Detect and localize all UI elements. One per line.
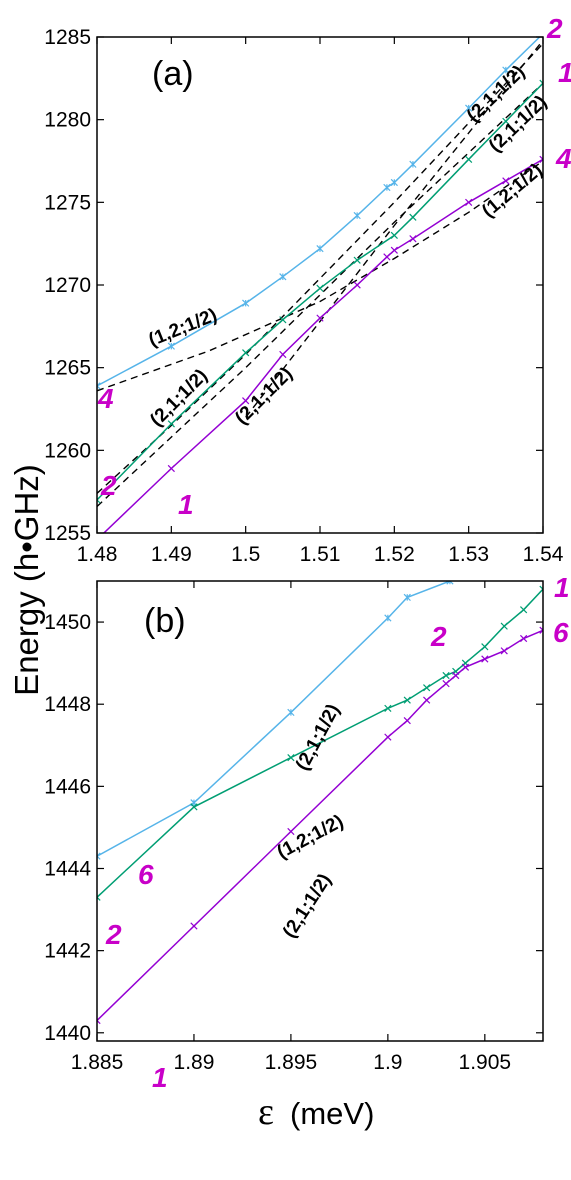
data-point-purple: [354, 282, 360, 288]
data-point-green: [288, 754, 294, 760]
x-tick-label: 1.885: [71, 1051, 124, 1074]
annotation-b-1: (2,1;1/2): [292, 701, 344, 774]
x-tick-label: 1.51: [300, 543, 341, 566]
y-axis-label: Energy (h•GHz): [8, 464, 45, 696]
data-point-purple: [443, 680, 449, 686]
panel-a-label: (a): [152, 55, 194, 93]
y-tick-label: 1280: [44, 109, 91, 132]
panel-b: 1.885 1.89 1.895 1.9 1.905 1440 1442 1444 1446 14…: [44, 572, 569, 1093]
data-point-purple: [280, 351, 286, 357]
x-tick-label: 1.5: [231, 543, 260, 566]
y-tick-label: 1444: [44, 858, 91, 881]
data-point-purple: [453, 672, 459, 678]
x-axis-label-unit: (meV): [290, 1096, 374, 1131]
data-point-green: [404, 697, 410, 703]
y-tick-label: 1255: [44, 522, 91, 545]
y-tick-label: 1440: [44, 1022, 91, 1045]
data-point-blue: [410, 161, 416, 167]
panel-b-label: (b): [144, 602, 186, 640]
data-point-green: [410, 214, 416, 220]
panel-a: 1.48 1.49 1.5 1.51 1.52 1.53 1.54 1255 1260 1265 1…: [44, 13, 571, 566]
annotation-a-5: (2,1;1/2): [146, 365, 212, 431]
x-tick-label: 1.895: [265, 1051, 318, 1074]
x-tick-label: 1.9: [373, 1051, 402, 1074]
data-point-blue: [354, 212, 360, 218]
data-point-blue: [280, 274, 286, 280]
data-point-green: [354, 257, 360, 263]
data-point-green: [317, 285, 323, 291]
state-label-b-left-1: 1: [152, 1062, 168, 1093]
y-tick-label: 1265: [44, 357, 91, 380]
dashed-curve-3: [97, 83, 543, 506]
state-label-b-right-1: 1: [554, 572, 570, 603]
data-point-blue: [384, 184, 390, 190]
data-point-blue: [242, 300, 248, 306]
state-label-a-left-4: 4: [97, 383, 114, 414]
state-label-b-top-2: 2: [430, 621, 447, 652]
data-point-blue: [404, 594, 410, 600]
data-point-purple: [520, 635, 526, 641]
x-tick-label: 1.49: [151, 543, 192, 566]
data-point-purple: [410, 236, 416, 242]
data-point-purple: [501, 648, 507, 654]
data-point-green: [385, 705, 391, 711]
data-point-purple: [482, 656, 488, 662]
data-point-green: [501, 623, 507, 629]
state-label-a-left-2: 2: [100, 470, 117, 501]
data-point-green: [443, 672, 449, 678]
data-point-purple: [191, 923, 197, 929]
x-tick-label: 1.52: [374, 543, 415, 566]
annotation-b-3: (2,1;1/2): [279, 870, 336, 942]
data-point-green: [423, 685, 429, 691]
data-point-purple: [465, 199, 471, 205]
data-point-blue: [391, 179, 397, 185]
data-point-purple: [391, 247, 397, 253]
state-label-b-left-2: 2: [105, 919, 122, 950]
state-label-b-left-6: 6: [138, 859, 154, 890]
x-tick-label: 1.48: [77, 543, 118, 566]
data-point-purple: [385, 734, 391, 740]
x-axis-label-symbol: ε: [258, 1091, 274, 1133]
y-tick-label: 1448: [44, 693, 91, 716]
annotation-a-4: (1,2;1/2): [146, 305, 220, 351]
data-point-blue: [540, 30, 546, 36]
data-point-blue: [317, 245, 323, 251]
data-point-blue: [385, 615, 391, 621]
data-point-purple: [168, 465, 174, 471]
panel-b-series: [94, 578, 546, 1024]
data-point-purple: [404, 717, 410, 723]
x-tick-label: 1.905: [459, 1051, 512, 1074]
y-tick-label: 1450: [44, 611, 91, 634]
y-tick-label: 1446: [44, 775, 91, 798]
data-point-purple: [94, 536, 100, 542]
y-tick-label: 1275: [44, 191, 91, 214]
state-label-b-right-6: 6: [553, 617, 569, 648]
state-label-a-left-1: 1: [178, 489, 194, 520]
x-tick-label: 1.89: [174, 1051, 215, 1074]
data-point-purple: [384, 254, 390, 260]
x-tick-label: 1.53: [448, 543, 489, 566]
state-label-a-top-1: 1: [558, 57, 571, 88]
y-tick-label: 1270: [44, 274, 91, 297]
data-point-purple: [462, 664, 468, 670]
data-point-blue: [288, 709, 294, 715]
y-tick-label: 1442: [44, 940, 91, 963]
y-tick-label: 1285: [44, 26, 91, 49]
data-point-green: [465, 156, 471, 162]
data-point-purple: [423, 697, 429, 703]
data-point-green: [391, 232, 397, 238]
data-point-green: [482, 644, 488, 650]
state-label-a-top-4: 4: [555, 143, 571, 174]
state-label-a-top-2: 2: [546, 13, 563, 44]
x-tick-label: 1.54: [523, 543, 564, 566]
dashed-curve-1: [97, 161, 543, 391]
data-point-green: [520, 607, 526, 613]
panel-b-ticks: 1.885 1.89 1.895 1.9 1.905 1440 1442 1444 1446 14…: [44, 581, 543, 1074]
annotation-a-6: (2,1;1/2): [231, 363, 297, 429]
panel-b-frame: [97, 581, 543, 1041]
series-line-green: [97, 83, 543, 500]
y-tick-label: 1260: [44, 439, 91, 462]
